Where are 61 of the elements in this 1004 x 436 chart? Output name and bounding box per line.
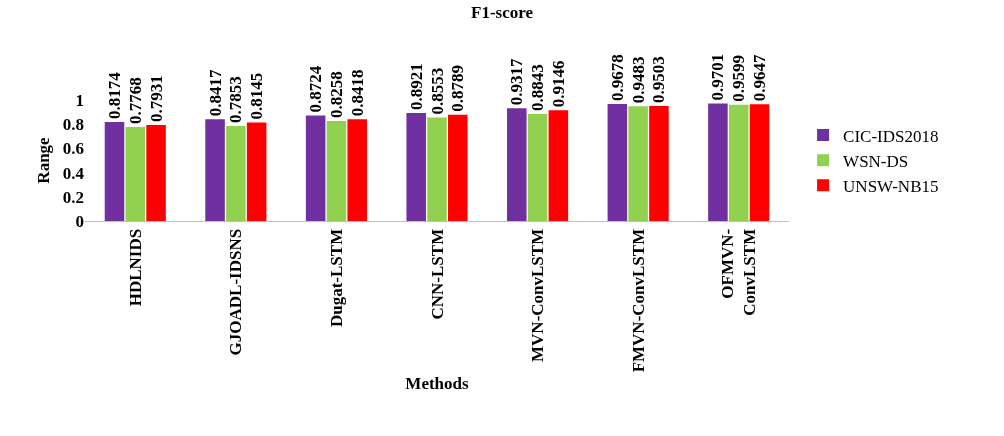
x-tick-label: HDLNIDS xyxy=(125,228,145,307)
bar xyxy=(226,125,246,221)
data-label: 0.9503 xyxy=(649,56,669,104)
data-label: 0.9483 xyxy=(628,56,648,104)
bar xyxy=(246,122,267,221)
bar xyxy=(548,110,569,221)
bar xyxy=(507,108,527,221)
bar xyxy=(527,114,548,221)
y-tick-label: 0.4 xyxy=(62,163,85,183)
data-label: 0.8843 xyxy=(528,64,548,111)
legend-label: WSN-DS xyxy=(843,151,909,171)
data-label: 0.8145 xyxy=(247,72,267,120)
x-tick-label: MVN-ConvLSTM xyxy=(528,228,548,362)
bar xyxy=(125,127,146,221)
data-label: 0.9317 xyxy=(507,58,527,106)
bar xyxy=(326,121,347,221)
legend-label: CIC-IDS2018 xyxy=(843,126,939,146)
data-label: 0.8418 xyxy=(347,69,367,117)
bar xyxy=(708,103,728,221)
data-label: 0.9146 xyxy=(548,60,568,108)
data-label: 0.7931 xyxy=(146,75,166,123)
bar xyxy=(749,104,770,221)
y-tick-label: 0.6 xyxy=(62,139,84,159)
y-tick-label: 0 xyxy=(75,211,84,231)
data-label: 0.9599 xyxy=(729,55,749,102)
bar xyxy=(205,119,225,221)
bar xyxy=(448,114,468,221)
y-tick-label: 0.2 xyxy=(62,187,84,207)
data-label: 0.7768 xyxy=(125,77,145,125)
bar xyxy=(649,106,669,221)
data-label: 0.9647 xyxy=(750,54,769,102)
legend-label: UNSW-NB15 xyxy=(843,176,939,196)
bar xyxy=(728,104,749,221)
bar xyxy=(607,103,628,221)
data-label: 0.8553 xyxy=(427,67,447,115)
x-axis-title: Methods xyxy=(405,373,470,393)
data-label: 0.8789 xyxy=(448,64,468,112)
bar xyxy=(146,125,166,221)
y-tick-label: 0.8 xyxy=(62,115,84,135)
data-label: 0.8724 xyxy=(306,65,326,113)
data-label: 0.8417 xyxy=(205,68,225,117)
y-axis-title: Range xyxy=(34,136,54,184)
bar xyxy=(427,117,447,221)
bar xyxy=(406,113,426,221)
bar xyxy=(104,122,125,221)
bar xyxy=(347,119,367,221)
bar xyxy=(305,115,326,221)
x-tick-label: OFMVN-ConvLSTM xyxy=(718,228,760,316)
x-tick-label: Dugat-LSTM xyxy=(326,228,346,328)
x-tick-label: CNN-LSTM xyxy=(427,228,447,320)
data-label: 0.8921 xyxy=(406,63,426,111)
bar xyxy=(628,106,648,221)
data-label: 0.8258 xyxy=(326,71,346,119)
chart-title: F1-score xyxy=(471,3,534,23)
data-label: 0.9678 xyxy=(607,54,627,101)
y-tick-label: 1 xyxy=(75,90,84,110)
x-tick-label: FMVN-ConvLSTM xyxy=(628,228,648,373)
data-label: 0.8174 xyxy=(105,71,124,120)
data-label: 0.7853 xyxy=(226,76,246,123)
x-tick-label: GJOADL-IDSNS xyxy=(226,228,246,356)
data-label: 0.9701 xyxy=(708,53,728,101)
